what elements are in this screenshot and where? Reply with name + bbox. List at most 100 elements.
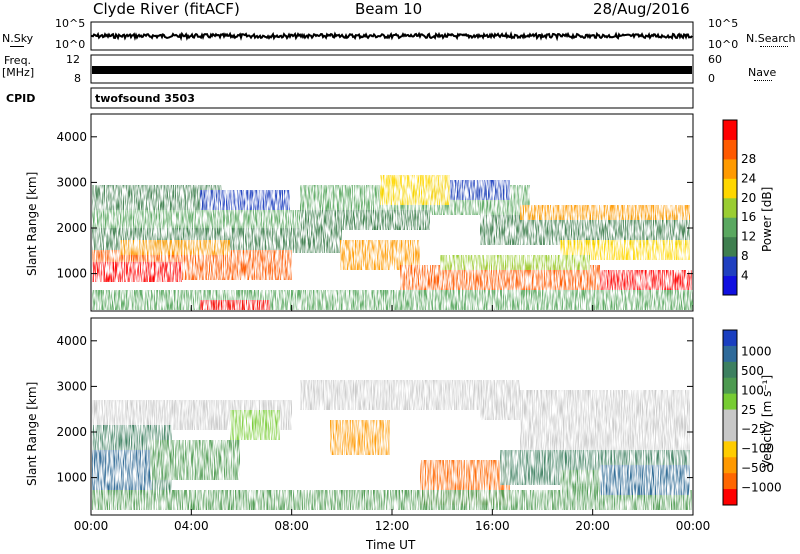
station-title: Clyde River (fitACF) — [93, 0, 240, 18]
nsky-legend-line — [10, 46, 24, 47]
date-title: 28/Aug/2016 — [593, 0, 690, 18]
velocity-cbar-label: −1000 — [741, 481, 782, 495]
power-ytick-label: 2000 — [56, 221, 87, 235]
velocity-cell — [480, 390, 690, 420]
nave-tick-top: 60 — [708, 53, 722, 66]
velocity-cell — [330, 420, 390, 455]
power-ylabel: Slant Range [km] — [25, 171, 39, 276]
power-cbar-swatch — [723, 236, 737, 257]
xtick-label: 04:00 — [174, 519, 209, 533]
velocity-cbar-swatch — [723, 345, 737, 363]
nsearch-label: N.Search — [746, 32, 796, 45]
velocity-ytick-label: 3000 — [56, 379, 87, 393]
nsearch-legend-line — [760, 46, 788, 47]
power-cbar-swatch — [723, 275, 737, 296]
power-cbar-swatch — [723, 197, 737, 218]
nave-label: Nave — [748, 66, 777, 79]
nsky-line — [91, 30, 693, 42]
velocity-cbar-label: −100 — [741, 442, 774, 456]
nsky-tick-bottom: 10^0 — [55, 38, 86, 51]
velocity-cell — [92, 490, 692, 510]
cpid-value: twofsound 3503 — [95, 92, 195, 105]
power-cell — [200, 300, 270, 310]
velocity-ytick-label: 1000 — [56, 471, 87, 485]
velocity-cbar-swatch — [723, 330, 737, 347]
nsky-trace — [91, 30, 693, 42]
cpid-label: CPID — [6, 92, 36, 105]
freq-unit: [MHz] — [2, 66, 35, 79]
velocity-cbar-label: Velocity [m s⁻¹] — [760, 374, 774, 468]
power-cell — [520, 205, 690, 220]
velocity-cbar-label: 25 — [741, 403, 756, 417]
velocity-cbar-frame — [722, 329, 738, 506]
xtick-label: 12:00 — [375, 519, 410, 533]
velocity-cell — [520, 420, 690, 450]
nsky-label: N.Sky — [2, 32, 34, 45]
power-cbar-swatch — [723, 139, 737, 160]
power-cell — [560, 240, 690, 260]
power-ytick-label: 3000 — [56, 175, 87, 189]
nsky-tick-top: 10^5 — [55, 17, 86, 30]
power-cell — [300, 210, 430, 230]
velocity-cbar-label: −25 — [741, 422, 766, 436]
power-cell — [440, 255, 590, 270]
power-cell — [380, 175, 450, 205]
velocity-ytick-label: 2000 — [56, 425, 87, 439]
xtick-label: 16:00 — [475, 519, 510, 533]
velocity-cbar-label: 500 — [741, 364, 764, 378]
velocity-cbar-swatch — [723, 361, 737, 379]
xtick-label: 00:00 — [74, 519, 109, 533]
power-cbar-frame — [722, 119, 738, 296]
power-cbar-label: 16 — [741, 210, 756, 224]
power-cell — [600, 270, 692, 290]
freq-panel-frame — [90, 54, 694, 84]
freq-tick-top: 12 — [66, 53, 80, 66]
velocity-cbar-swatch — [723, 441, 737, 458]
velocity-ytick-label: 4000 — [56, 334, 87, 348]
velocity-cbar-swatch — [723, 425, 737, 442]
velocity-ylabel: Slant Range [km] — [25, 381, 39, 486]
power-cbar-swatch — [723, 217, 737, 238]
cpid-panel-frame — [90, 87, 694, 109]
freq-label: Freq. — [4, 54, 32, 67]
velocity-cbar-swatch — [723, 489, 737, 506]
velocity-cbar-label: −500 — [741, 461, 774, 475]
power-cbar-label: Power [dB] — [760, 186, 774, 252]
nave-legend-line — [754, 80, 772, 81]
power-cbar-swatch — [723, 120, 737, 140]
freq-trace — [92, 66, 692, 74]
power-cbar-label: 20 — [741, 191, 756, 205]
xtick-label: 00:00 — [676, 519, 711, 533]
nsearch-tick-bottom: 10^0 — [708, 38, 739, 51]
freq-tick-bottom: 8 — [74, 72, 81, 85]
power-ytick-label: 1000 — [56, 267, 87, 281]
power-cbar-label: 4 — [741, 269, 749, 283]
velocity-cell — [150, 440, 240, 480]
power-cell — [120, 240, 230, 255]
power-heatmap — [92, 175, 693, 310]
velocity-cbar-label: 1000 — [741, 344, 772, 358]
velocity-cell — [92, 450, 152, 490]
power-cbar-label: 24 — [741, 171, 756, 185]
velocity-heatmap — [92, 380, 692, 510]
power-cbar-swatch — [723, 178, 737, 199]
velocity-cbar-swatch — [723, 457, 737, 474]
xtick-label: 08:00 — [274, 519, 309, 533]
power-cell — [92, 262, 182, 282]
power-cell — [200, 190, 290, 210]
beam-title: Beam 10 — [355, 0, 423, 18]
x-axis-label: Time UT — [366, 538, 416, 552]
power-cbar-label: 28 — [741, 152, 756, 166]
velocity-cell — [230, 410, 280, 440]
power-cbar-label: 8 — [741, 249, 749, 263]
velocity-cbar-label: 100 — [741, 383, 764, 397]
power-cbar-swatch — [723, 256, 737, 277]
power-cbar-swatch — [723, 158, 737, 179]
velocity-cbar-swatch — [723, 473, 737, 490]
nave-tick-bottom: 0 — [708, 72, 715, 85]
nsearch-tick-top: 10^5 — [708, 17, 739, 30]
velocity-cell — [600, 465, 690, 495]
velocity-cbar-swatch — [723, 409, 737, 426]
power-ytick-label: 4000 — [56, 130, 87, 144]
